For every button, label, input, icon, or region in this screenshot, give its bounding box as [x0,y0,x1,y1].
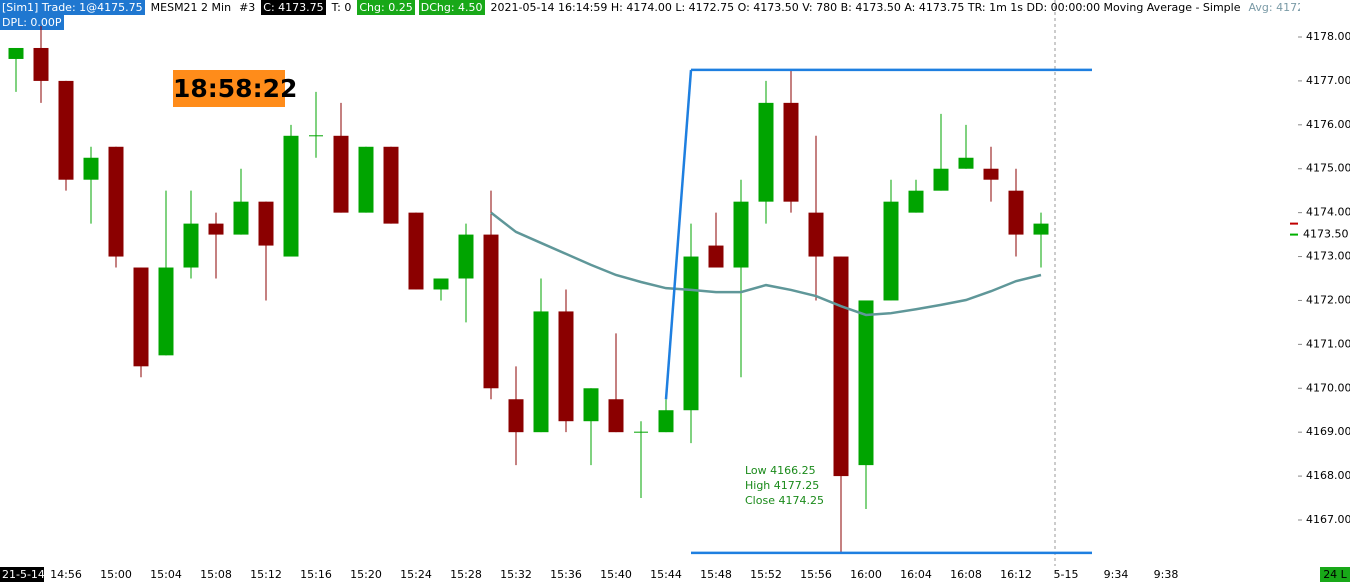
x-tick-label: 15:16 [300,568,332,581]
y-tick-label: 4172.00 [1306,293,1350,306]
y-tick-label: 4168.00 [1306,469,1350,482]
x-tick-label: 15:00 [100,568,132,581]
candle-body [208,223,224,235]
header-item: MESM21 2 Min [150,1,232,14]
candle-body [558,311,574,422]
header-item: T: 0 [331,1,352,14]
x-tick-label: 16:12 [1000,568,1032,581]
candle-body [808,212,824,257]
dpl-label: DPL: 0.00P [0,15,64,30]
x-tick-label: 9:34 [1104,568,1129,581]
y-tick-label: 4178.00 [1306,30,1350,43]
candle-body [383,146,399,224]
header-item: Chg: 0.25 [357,0,415,15]
x-tick-label: 15:20 [350,568,382,581]
x-tick-label: 15:08 [200,568,232,581]
y-tick-label: 4174.00 [1306,206,1350,219]
x-tick-label: 14:56 [50,568,82,581]
candle-body [533,311,549,433]
y-tick-label: 4177.00 [1306,74,1350,87]
header-item: Avg: 4172.58 [1248,1,1301,14]
x-tick-label: 15:36 [550,568,582,581]
y-tick-label: 4176.00 [1306,118,1350,131]
candle-body [883,201,899,301]
x-tick-label: 16:04 [900,568,932,581]
candle-body [508,399,524,433]
x-tick-label: 15:56 [800,568,832,581]
candle-body [283,135,299,257]
x-tick-label: 15:44 [650,568,682,581]
candle-body [158,267,174,356]
candle-body [908,190,924,213]
candle-body [858,300,874,466]
candle-body [958,157,974,169]
candle-body [683,256,699,411]
candle-body [983,168,999,180]
candle-body [33,47,49,81]
header-bar: [Sim1] Trade: 1@4175.75 MESM21 2 Min #3 C: … [0,0,1300,15]
candle-body [183,223,199,268]
date-box [0,567,44,582]
x-tick-label: 21-5-14 [2,568,45,581]
candle-body [783,102,799,202]
header-item: 2021-05-14 16:14:59 H: 4174.00 L: 4172.7… [490,1,1241,14]
candle-body [583,388,599,422]
x-tick-label: 15:24 [400,568,432,581]
y-tick-label: 4169.00 [1306,425,1350,438]
moving-average-line [490,211,1042,317]
range-diagonal [664,69,693,400]
candle-body [658,410,674,433]
x-tick-label: 15:48 [700,568,732,581]
candle-body [1033,223,1049,235]
last-price-label: 4173.50 [1303,228,1349,241]
candle-body [458,234,474,279]
x-tick-label: 15:28 [450,568,482,581]
candle-body [608,399,624,433]
x-tick-label: 15:12 [250,568,282,581]
candle-body [358,146,374,213]
header-item: DChg: 4.50 [418,0,485,15]
candle-body [258,201,274,246]
candle-body [133,267,149,367]
candle-body [408,212,424,290]
y-tick-label: 4173.00 [1306,250,1350,263]
candle-body [58,80,74,180]
candle-body [1008,190,1024,235]
candle-body [8,47,24,59]
x-tick-label: 16:00 [850,568,882,581]
candle-body [733,201,749,268]
x-tick-label: 9:38 [1154,568,1179,581]
range-annotation: Low 4166.25 [745,464,816,477]
candle-body [833,256,849,477]
y-tick-label: 4167.00 [1306,513,1350,526]
header-item: [Sim1] Trade: 1@4175.75 [0,0,145,15]
x-tick-label: 15:52 [750,568,782,581]
y-tick-label: 4175.00 [1306,162,1350,175]
clock: 18:58:22 [173,70,297,107]
header-item: #3 [239,1,256,14]
candle-body [83,157,99,180]
header-item: C: 4173.75 [261,0,326,15]
candle-body [933,168,949,191]
y-tick-label: 4171.00 [1306,337,1350,350]
x-tick-label: 16:08 [950,568,982,581]
x-tick-label: 15:04 [150,568,182,581]
y-tick-label: 4170.00 [1306,381,1350,394]
range-annotation: High 4177.25 [745,479,819,492]
candle-body [758,102,774,202]
candle-body [108,146,124,257]
candle-body [433,278,449,290]
x-tick-label: 15:32 [500,568,532,581]
candle-body [233,201,249,235]
candle-body [483,234,499,389]
candle-body [333,135,349,213]
corner-box [1320,567,1350,582]
range-annotation: Close 4174.25 [745,494,824,507]
x-tick-label: 15:40 [600,568,632,581]
x-tick-label: 5-15 [1054,568,1079,581]
candle-body [708,245,724,268]
corner-label: 24 L [1323,568,1347,581]
